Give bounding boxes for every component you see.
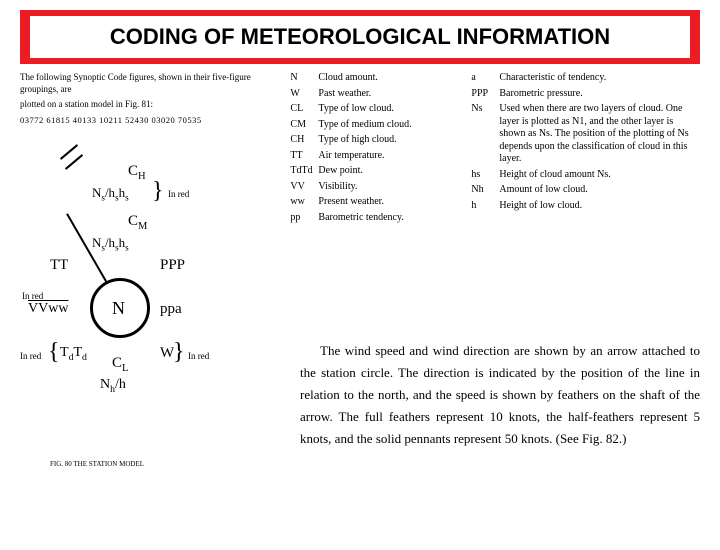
label-ns-upper: Ns/hshs bbox=[92, 185, 129, 203]
legend-row: TdTdDew point. bbox=[290, 165, 459, 178]
legend-symbol: Ns bbox=[471, 103, 499, 166]
legend-symbol: PPP bbox=[471, 88, 499, 101]
legend-symbol: W bbox=[290, 88, 318, 101]
bracket-w: } bbox=[173, 339, 185, 366]
legend-desc: Dew point. bbox=[318, 165, 459, 178]
legend-row: NCloud amount. bbox=[290, 72, 459, 85]
label-nhh: Nh/h bbox=[100, 377, 126, 395]
legend-desc: Characteristic of tendency. bbox=[499, 72, 700, 85]
label-ppa: ppa bbox=[160, 301, 182, 318]
legend-row: VVVisibility. bbox=[290, 181, 459, 194]
legend-symbol: a bbox=[471, 72, 499, 85]
legend-row: NhAmount of low cloud. bbox=[471, 184, 700, 197]
code-groups: 03772 61815 40133 10211 52430 03020 7053… bbox=[20, 115, 278, 125]
legend-desc: Height of low cloud. bbox=[499, 200, 700, 213]
label-ch: CH bbox=[128, 163, 146, 182]
legend-symbol: hs bbox=[471, 169, 499, 182]
legend-symbol: VV bbox=[290, 181, 318, 194]
legend-desc: Type of high cloud. bbox=[318, 134, 459, 147]
legend-desc: Barometric tendency. bbox=[318, 212, 459, 225]
intro-text-1: The following Synoptic Code figures, sho… bbox=[20, 72, 278, 95]
label-n: N bbox=[112, 298, 125, 319]
legend-row: ppBarometric tendency. bbox=[290, 212, 459, 225]
intro-text-2: plotted on a station model in Fig. 81: bbox=[20, 99, 278, 111]
in-red-4: In red bbox=[188, 351, 209, 361]
legend-symbol: CH bbox=[290, 134, 318, 147]
legend-symbol: Nh bbox=[471, 184, 499, 197]
legend-desc: Height of cloud amount Ns. bbox=[499, 169, 700, 182]
legend-desc: Present weather. bbox=[318, 196, 459, 209]
wind-barb-1 bbox=[60, 144, 78, 160]
label-cm: CM bbox=[128, 213, 147, 232]
legend-row: hsHeight of cloud amount Ns. bbox=[471, 169, 700, 182]
station-model-diagram: CH Ns/hshs } In red CM Ns/hshs TT PPP In… bbox=[20, 133, 260, 423]
legend-row: TTAir temperature. bbox=[290, 150, 459, 163]
legend-symbol: CL bbox=[290, 103, 318, 116]
page-title: CODING OF METEOROLOGICAL INFORMATION bbox=[30, 16, 690, 58]
legend-row: hHeight of low cloud. bbox=[471, 200, 700, 213]
legend-desc: Air temperature. bbox=[318, 150, 459, 163]
legend-row: CMType of medium cloud. bbox=[290, 119, 459, 132]
legend-row: WPast weather. bbox=[290, 88, 459, 101]
legend-symbol: TdTd bbox=[290, 165, 318, 178]
bracket-upper: } bbox=[152, 178, 164, 205]
label-vvww: VVww bbox=[28, 301, 68, 317]
legend-symbol: ww bbox=[290, 196, 318, 209]
legend-desc: Past weather. bbox=[318, 88, 459, 101]
legend-symbol: TT bbox=[290, 150, 318, 163]
legend-symbol: N bbox=[290, 72, 318, 85]
left-column: The following Synoptic Code figures, sho… bbox=[20, 72, 278, 423]
legend-desc: Barometric pressure. bbox=[499, 88, 700, 101]
in-red-2: In red bbox=[22, 291, 43, 301]
legend-row: CHType of high cloud. bbox=[290, 134, 459, 147]
legend-desc: Cloud amount. bbox=[318, 72, 459, 85]
legend-desc: Visibility. bbox=[318, 181, 459, 194]
legend-desc: Used when there are two layers of cloud.… bbox=[499, 103, 700, 166]
legend-symbol: CM bbox=[290, 119, 318, 132]
wind-barb-2 bbox=[65, 154, 83, 170]
bracket-td: { bbox=[48, 339, 60, 366]
legend-row: wwPresent weather. bbox=[290, 196, 459, 209]
label-tt: TT bbox=[50, 257, 68, 274]
legend-symbol: h bbox=[471, 200, 499, 213]
title-bar: CODING OF METEOROLOGICAL INFORMATION bbox=[20, 10, 700, 64]
legend-desc: Type of medium cloud. bbox=[318, 119, 459, 132]
label-ppp: PPP bbox=[160, 257, 185, 274]
label-ns-lower: Ns/hshs bbox=[92, 235, 129, 253]
in-red-1: In red bbox=[168, 189, 189, 199]
label-cl: CL bbox=[112, 355, 128, 374]
legend-symbol: pp bbox=[290, 212, 318, 225]
legend-row: CLType of low cloud. bbox=[290, 103, 459, 116]
legend-row: PPPBarometric pressure. bbox=[471, 88, 700, 101]
label-tdtd: TdTd bbox=[60, 345, 87, 363]
figure-caption: FIG. 80 THE STATION MODEL bbox=[50, 460, 144, 468]
legend-row: NsUsed when there are two layers of clou… bbox=[471, 103, 700, 166]
legend-desc: Type of low cloud. bbox=[318, 103, 459, 116]
legend-row: aCharacteristic of tendency. bbox=[471, 72, 700, 85]
wind-paragraph: The wind speed and wind direction are sh… bbox=[300, 340, 700, 450]
in-red-3: In red bbox=[20, 351, 41, 361]
legend-desc: Amount of low cloud. bbox=[499, 184, 700, 197]
